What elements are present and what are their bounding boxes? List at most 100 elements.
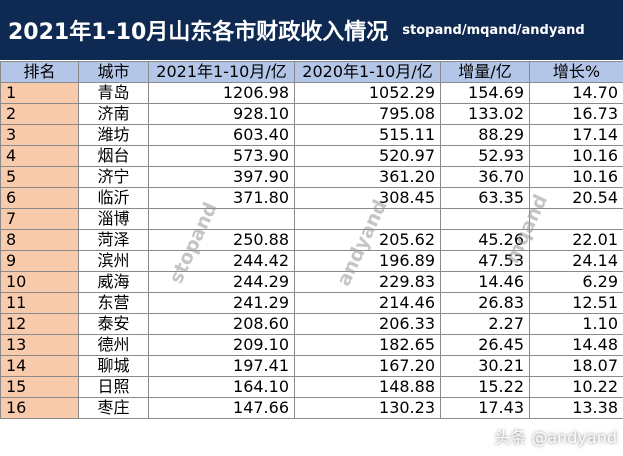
cell-2021: 573.90 [148, 145, 295, 167]
cell-rank: 15 [0, 376, 79, 398]
cell-increase: 26.83 [440, 292, 530, 314]
cell-2020: 148.88 [294, 376, 441, 398]
cell-rank: 10 [0, 271, 79, 293]
cell-city: 潍坊 [78, 124, 149, 146]
cell-increase: 17.43 [440, 397, 530, 419]
cell-increase: 154.69 [440, 82, 530, 104]
cell-rank: 8 [0, 229, 79, 251]
cell-2021: 244.42 [148, 250, 295, 272]
cell-growth: 22.01 [529, 229, 623, 251]
cell-2020: 214.46 [294, 292, 441, 314]
cell-2021: 164.10 [148, 376, 295, 398]
cell-increase: 36.70 [440, 166, 530, 188]
cell-increase: 15.22 [440, 376, 530, 398]
cell-increase: 45.26 [440, 229, 530, 251]
column-header-growth: 增长% [529, 61, 623, 83]
cell-growth: 20.54 [529, 187, 623, 209]
cell-growth: 18.07 [529, 355, 623, 377]
cell-2021: 1206.98 [148, 82, 295, 104]
table-row: 9 滨州 244.42 196.89 47.53 24.14 [0, 250, 623, 272]
cell-2020: 196.89 [294, 250, 441, 272]
cell-growth: 13.38 [529, 397, 623, 419]
cell-2021: 397.90 [148, 166, 295, 188]
table-row: 11 东营 241.29 214.46 26.83 12.51 [0, 292, 623, 314]
cell-2021 [148, 208, 295, 230]
cell-2021: 244.29 [148, 271, 295, 293]
table-body: 1 青岛 1206.98 1052.29 154.69 14.70 2 济南 928.10 795… [0, 82, 623, 419]
corner-watermark: 头条 @andyand [494, 428, 617, 447]
cell-2021: 147.66 [148, 397, 295, 419]
cell-growth: 16.73 [529, 103, 623, 125]
column-header-rank: 排名 [0, 61, 79, 83]
cell-rank: 6 [0, 187, 79, 209]
cell-city: 德州 [78, 334, 149, 356]
column-header-city: 城市 [78, 61, 149, 83]
cell-increase: 26.45 [440, 334, 530, 356]
column-header-2021: 2021年1-10月/亿 [148, 61, 295, 83]
cell-growth: 24.14 [529, 250, 623, 272]
cell-rank: 16 [0, 397, 79, 419]
revenue-table: 排名 城市 2021年1-10月/亿 2020年1-10月/亿 增量/亿 增长%… [0, 61, 623, 419]
cell-rank: 11 [0, 292, 79, 314]
cell-growth: 10.16 [529, 166, 623, 188]
cell-city: 烟台 [78, 145, 149, 167]
table-row: 4 烟台 573.90 520.97 52.93 10.16 [0, 145, 623, 167]
cell-2021: 241.29 [148, 292, 295, 314]
cell-growth: 10.16 [529, 145, 623, 167]
cell-2020 [294, 208, 441, 230]
cell-growth: 14.48 [529, 334, 623, 356]
cell-city: 菏泽 [78, 229, 149, 251]
cell-growth: 6.29 [529, 271, 623, 293]
table-row: 3 潍坊 603.40 515.11 88.29 17.14 [0, 124, 623, 146]
cell-2020: 515.11 [294, 124, 441, 146]
cell-city: 枣庄 [78, 397, 149, 419]
table-row: 6 临沂 371.80 308.45 63.35 20.54 [0, 187, 623, 209]
table-row: 13 德州 209.10 182.65 26.45 14.48 [0, 334, 623, 356]
cell-growth: 17.14 [529, 124, 623, 146]
cell-2021: 208.60 [148, 313, 295, 335]
cell-growth: 12.51 [529, 292, 623, 314]
cell-increase: 133.02 [440, 103, 530, 125]
cell-rank: 12 [0, 313, 79, 335]
column-header-increase: 增量/亿 [440, 61, 530, 83]
cell-city: 日照 [78, 376, 149, 398]
cell-2020: 167.20 [294, 355, 441, 377]
table-row: 8 菏泽 250.88 205.62 45.26 22.01 [0, 229, 623, 251]
page-title: 2021年1-10月山东各市财政收入情况 [8, 20, 389, 45]
table-row: 5 济宁 397.90 361.20 36.70 10.16 [0, 166, 623, 188]
table-row: 14 聊城 197.41 167.20 30.21 18.07 [0, 355, 623, 377]
cell-rank: 13 [0, 334, 79, 356]
cell-increase: 63.35 [440, 187, 530, 209]
cell-rank: 14 [0, 355, 79, 377]
cell-rank: 4 [0, 145, 79, 167]
table-row: 16 枣庄 147.66 130.23 17.43 13.38 [0, 397, 623, 419]
cell-increase: 14.46 [440, 271, 530, 293]
cell-2021: 928.10 [148, 103, 295, 125]
cell-rank: 1 [0, 82, 79, 104]
cell-increase: 52.93 [440, 145, 530, 167]
cell-2020: 520.97 [294, 145, 441, 167]
cell-2021: 250.88 [148, 229, 295, 251]
cell-rank: 5 [0, 166, 79, 188]
table-header-row: 排名 城市 2021年1-10月/亿 2020年1-10月/亿 增量/亿 增长% [0, 61, 623, 83]
cell-growth [529, 208, 623, 230]
source-credit: stopand/mqand/andyand [402, 22, 585, 38]
cell-2020: 361.20 [294, 166, 441, 188]
table-row: 2 济南 928.10 795.08 133.02 16.73 [0, 103, 623, 125]
cell-city: 济南 [78, 103, 149, 125]
cell-growth: 14.70 [529, 82, 623, 104]
cell-2020: 308.45 [294, 187, 441, 209]
cell-city: 淄博 [78, 208, 149, 230]
cell-rank: 2 [0, 103, 79, 125]
cell-2021: 209.10 [148, 334, 295, 356]
cell-2020: 795.08 [294, 103, 441, 125]
cell-city: 临沂 [78, 187, 149, 209]
cell-city: 聊城 [78, 355, 149, 377]
cell-city: 滨州 [78, 250, 149, 272]
cell-increase: 2.27 [440, 313, 530, 335]
cell-2020: 229.83 [294, 271, 441, 293]
cell-rank: 7 [0, 208, 79, 230]
cell-2021: 371.80 [148, 187, 295, 209]
table-row: 1 青岛 1206.98 1052.29 154.69 14.70 [0, 82, 623, 104]
cell-city: 济宁 [78, 166, 149, 188]
